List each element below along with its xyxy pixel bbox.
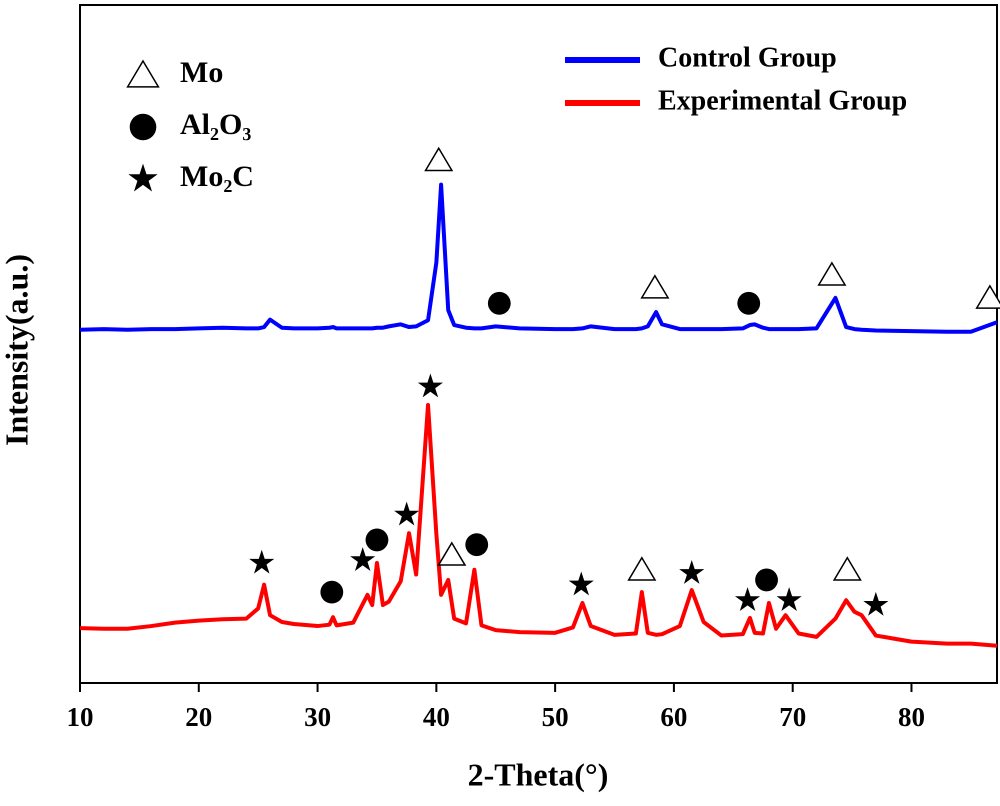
legend-label: Mo [180,56,223,89]
phase-marker [975,284,1000,309]
phase-marker [640,274,670,299]
phase-marker [487,291,511,315]
legend-label: Experimental Group [658,85,907,116]
phase-marker [735,587,761,611]
phase-marker [832,556,862,581]
series-line [79,182,998,334]
phase-marker [817,261,847,286]
phase-marker [465,533,489,557]
x-tick-label: 30 [304,702,331,732]
legend-symbol [126,59,160,88]
phase-marker [417,373,443,398]
phase-marker [249,549,275,574]
x-tick-label: 20 [185,702,212,732]
x-tick-label: 70 [779,702,806,732]
x-tick-label: 60 [660,702,687,732]
phase-marker [424,146,454,172]
legend-label: Al₂O₃ [180,108,251,141]
legend-label: Mo₂C [180,160,254,193]
series-line [79,403,998,648]
x-tick-label: 40 [423,702,450,732]
x-axis-title: 2-Theta(°) [468,756,609,792]
phase-marker [320,580,344,604]
phase-marker [350,547,376,571]
y-axis-title: Intensity(a.u.) [0,254,34,446]
plot-frame [79,4,998,684]
phase-marker [737,291,761,315]
phase-marker [679,559,705,584]
x-tick-label: 80 [898,702,925,732]
phase-marker [755,568,778,592]
legend-symbol [129,113,157,141]
phase-marker [568,571,594,596]
phase-marker [365,528,389,552]
phase-marker [394,501,420,526]
legend-symbol [128,163,158,192]
x-tick-label: 10 [67,702,94,732]
legend-label: Control Group [658,42,837,73]
phase-marker [437,541,467,566]
phase-marker [627,556,657,581]
phase-marker [776,587,802,611]
phase-marker [863,591,889,616]
x-tick-label: 50 [542,702,569,732]
